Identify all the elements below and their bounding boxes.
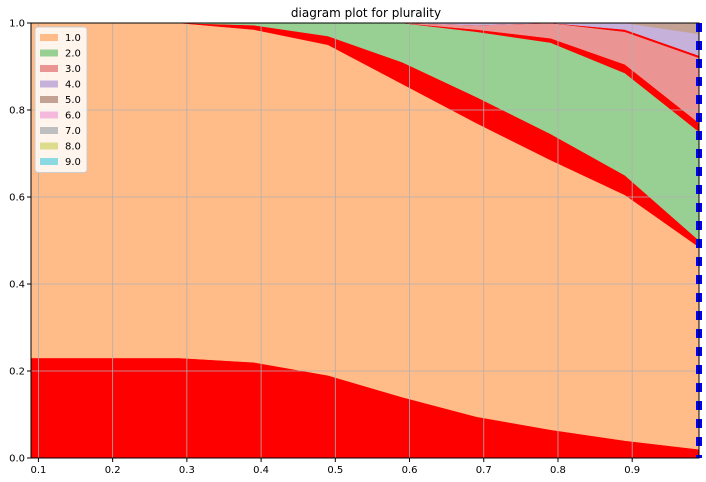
legend-label: 4.0 bbox=[65, 80, 81, 91]
x-tick-label: 0.1 bbox=[30, 465, 46, 476]
y-tick-label: 0.8 bbox=[9, 106, 25, 117]
legend-label: 5.0 bbox=[65, 95, 81, 106]
x-tick-label: 0.5 bbox=[327, 465, 343, 476]
legend-label: 3.0 bbox=[65, 64, 81, 75]
legend-box bbox=[34, 26, 88, 173]
legend-swatch bbox=[40, 96, 58, 103]
x-tick-label: 0.7 bbox=[476, 465, 492, 476]
legend-swatch bbox=[40, 34, 58, 41]
legend-swatch bbox=[40, 111, 58, 119]
legend-label: 9.0 bbox=[65, 157, 81, 168]
legend: 1.0 2.0 3.0 4.0 5.0 6.0 7.0 8.0 9.0 bbox=[34, 26, 88, 173]
x-tick-label: 0.9 bbox=[624, 465, 640, 476]
legend-label: 6.0 bbox=[65, 111, 81, 122]
plot-areas bbox=[30, 22, 700, 459]
y-tick-label: 0.0 bbox=[9, 454, 25, 465]
y-tick-label: 0.2 bbox=[9, 367, 25, 378]
y-axis: 0.0 0.2 0.4 0.6 0.8 1.0 bbox=[9, 19, 31, 465]
plot-frame bbox=[30, 22, 700, 459]
x-tick-label: 0.8 bbox=[550, 465, 566, 476]
y-tick-label: 1.0 bbox=[9, 19, 25, 30]
legend-label: 1.0 bbox=[65, 33, 81, 44]
x-tick-label: 0.2 bbox=[105, 465, 121, 476]
legend-label: 8.0 bbox=[65, 142, 81, 153]
x-tick-label: 0.6 bbox=[402, 465, 418, 476]
legend-label: 7.0 bbox=[65, 126, 81, 137]
chart-title: diagram plot for plurality bbox=[291, 6, 441, 20]
legend-swatch bbox=[40, 142, 58, 150]
legend-label: 2.0 bbox=[65, 49, 81, 60]
x-tick-label: 0.3 bbox=[179, 465, 195, 476]
legend-swatch bbox=[40, 49, 58, 57]
legend-swatch bbox=[40, 127, 58, 134]
x-axis: 0.1 0.2 0.3 0.4 0.5 0.6 0.7 0.8 0.9 bbox=[30, 458, 640, 476]
y-tick-label: 0.6 bbox=[9, 193, 25, 204]
x-tick-label: 0.4 bbox=[253, 465, 269, 476]
legend-swatch bbox=[40, 65, 58, 72]
y-tick-label: 0.4 bbox=[9, 280, 25, 291]
legend-swatch bbox=[40, 80, 58, 88]
legend-swatch bbox=[40, 158, 58, 165]
